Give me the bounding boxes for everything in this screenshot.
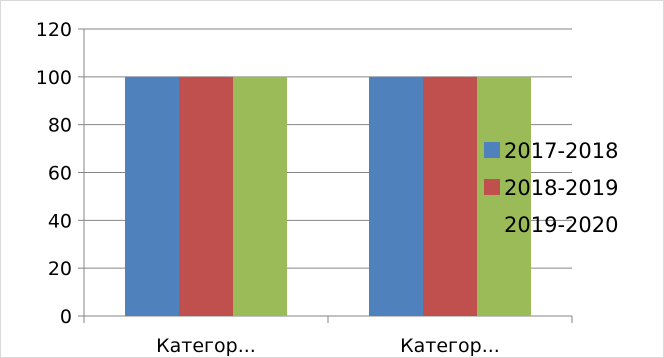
legend: 2017-2018 2018-2019 2019-2020 [484,139,618,237]
y-tick-labels: 0 20 40 60 80 100 120 [36,19,72,328]
y-tick-label: 60 [48,163,72,185]
bar [423,76,477,316]
legend-swatch [484,142,500,158]
y-tick-label: 80 [48,115,72,137]
category-label: Категор... [156,335,256,357]
bar [179,76,233,316]
bar [125,76,179,316]
legend-label: 2019-2020 [504,213,618,237]
bar [369,76,423,316]
category-label: Категор... [400,335,500,357]
y-tick-label: 120 [36,19,72,41]
legend-swatch [484,179,500,195]
y-tick-label: 20 [48,258,72,280]
y-tick-label: 100 [36,67,72,89]
bar [477,76,531,316]
y-tick-label: 0 [60,306,72,328]
legend-label: 2017-2018 [504,139,618,163]
category-labels: Категор... Категор... [156,335,500,357]
legend-label: 2018-2019 [504,176,618,200]
legend-swatch [484,216,500,232]
bar [233,76,287,316]
y-tick-label: 40 [48,210,72,232]
bars [125,76,531,316]
